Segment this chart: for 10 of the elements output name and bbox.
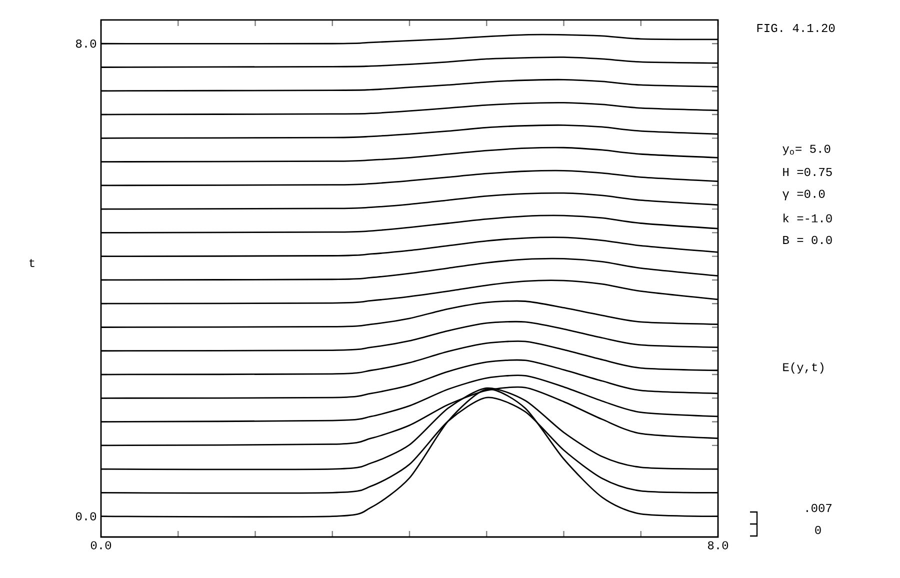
text: γ =0.0 — [782, 190, 825, 200]
text: H =0.75 — [783, 168, 832, 176]
text: 0 — [815, 526, 821, 534]
text: k =-1.0 — [784, 214, 832, 222]
text: E(y,t) — [783, 362, 824, 374]
text: y$_{o}$= 5.0 — [782, 144, 830, 156]
text: .007 — [806, 504, 832, 512]
y-axis-title: t — [30, 258, 34, 268]
text: FIG. 4.1.20 — [757, 24, 835, 32]
text: B = 0.0 — [783, 236, 832, 244]
